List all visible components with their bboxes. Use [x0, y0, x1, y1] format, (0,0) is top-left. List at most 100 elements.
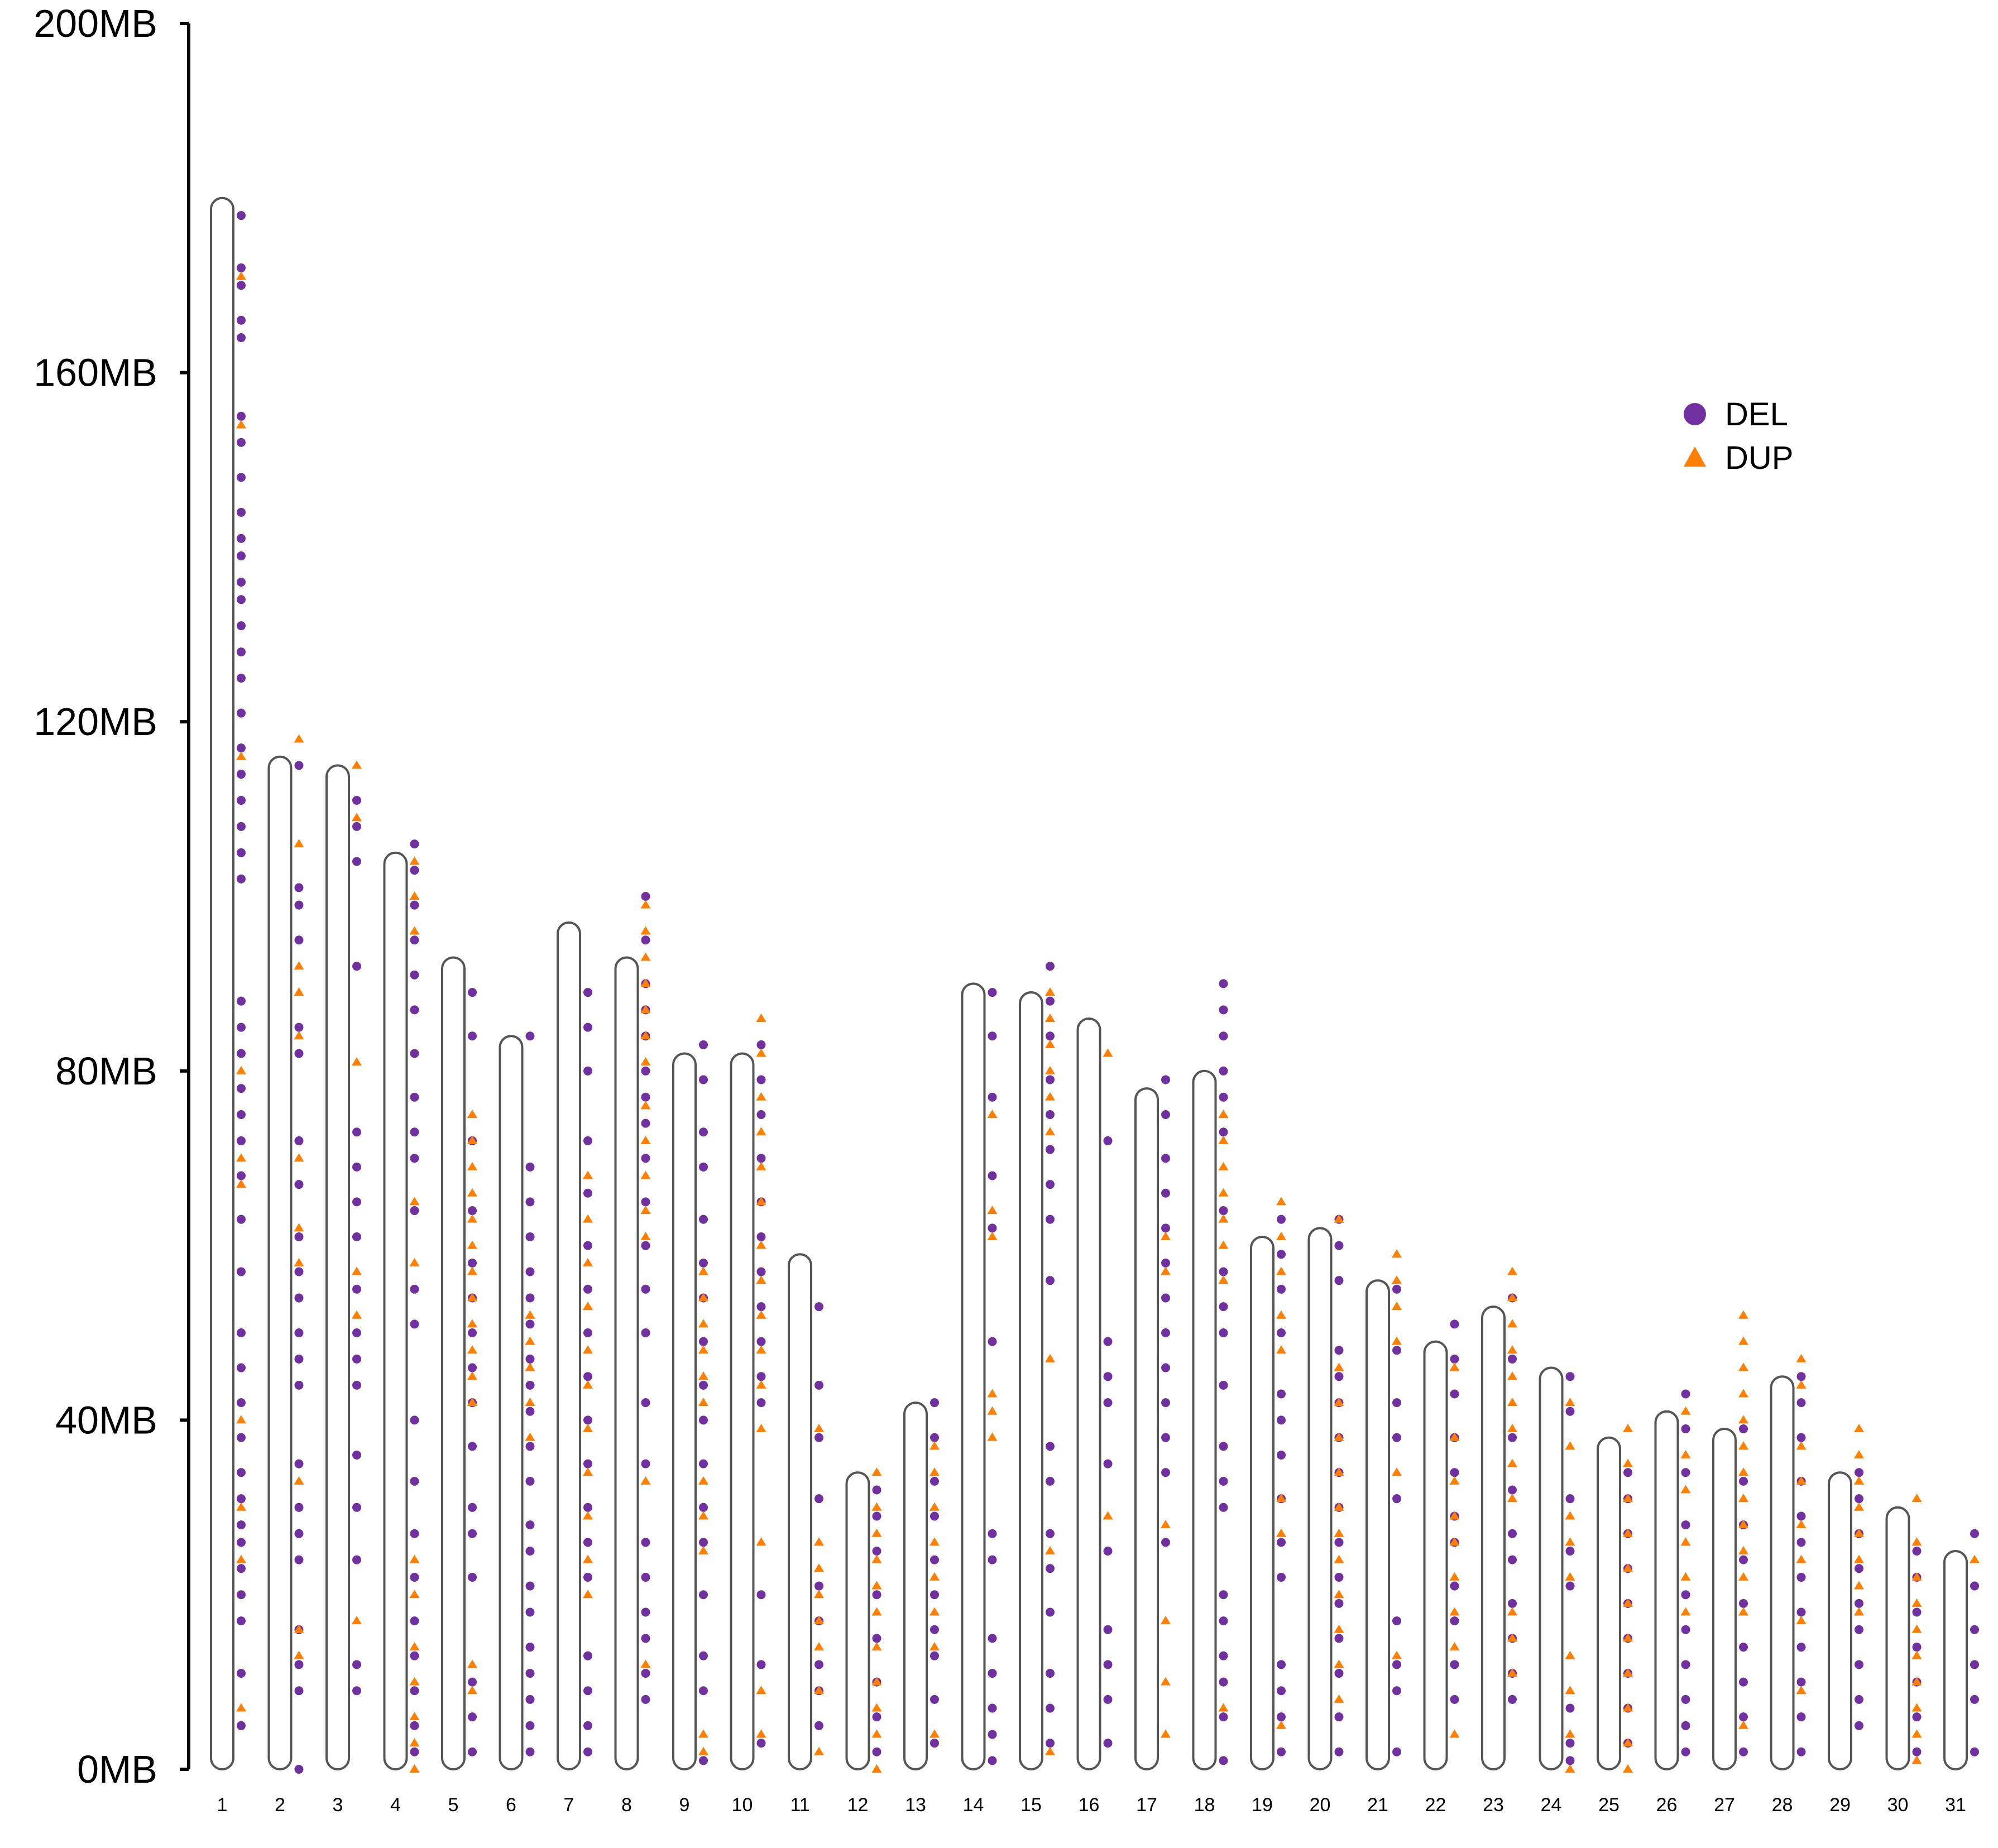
del-point	[468, 1206, 477, 1216]
dup-point	[1738, 1572, 1748, 1581]
dup-point	[1911, 1494, 1922, 1503]
dup-point	[1276, 1197, 1286, 1206]
del-point	[1277, 1538, 1286, 1547]
del-point	[1219, 1677, 1228, 1687]
dup-point	[871, 1703, 882, 1712]
del-point	[237, 263, 246, 272]
del-point	[294, 900, 304, 910]
del-point	[988, 1555, 997, 1564]
del-point	[641, 1634, 650, 1643]
dup-point	[352, 1266, 362, 1275]
dup-point	[1796, 1520, 1807, 1529]
del-point	[641, 935, 650, 945]
del-point	[1681, 1695, 1690, 1704]
del-point	[1681, 1747, 1690, 1756]
del-point	[1046, 1607, 1055, 1617]
dup-point	[1449, 1572, 1460, 1581]
x-tick-label: 26	[1656, 1794, 1678, 1816]
del-point	[1334, 1241, 1344, 1250]
dup-point	[1970, 1554, 1980, 1563]
dup-point	[1738, 1336, 1748, 1345]
dup-point	[756, 1275, 766, 1284]
dup-point	[1911, 1624, 1922, 1633]
del-point	[1046, 1276, 1055, 1285]
del-point	[1334, 1538, 1344, 1547]
del-point	[1796, 1433, 1806, 1442]
del-point	[1334, 1668, 1344, 1678]
del-point	[1277, 1250, 1286, 1259]
dup-point	[756, 1161, 766, 1170]
dup-point	[467, 1110, 477, 1118]
del-point	[352, 1284, 361, 1294]
dup-point	[409, 926, 420, 935]
dup-point	[1218, 1275, 1229, 1284]
x-tick-label: 2	[275, 1794, 285, 1816]
del-point	[237, 315, 246, 325]
del-point	[1739, 1747, 1748, 1756]
dup-point	[1738, 1494, 1748, 1503]
del-point	[699, 1040, 708, 1049]
del-point	[237, 1668, 246, 1678]
del-point	[756, 1075, 766, 1084]
dup-point	[236, 751, 246, 760]
del-point	[1508, 1599, 1517, 1608]
del-point	[352, 1232, 361, 1241]
del-point	[294, 1660, 304, 1669]
del-point	[1046, 1442, 1055, 1451]
dup-point	[1738, 1389, 1748, 1398]
dup-point	[1507, 1293, 1517, 1302]
del-point	[1161, 1468, 1170, 1477]
del-point	[468, 1363, 477, 1372]
del-point	[1970, 1625, 1979, 1634]
del-point	[872, 1590, 881, 1600]
del-point	[756, 1232, 766, 1241]
del-point	[1392, 1686, 1401, 1696]
del-point	[237, 333, 246, 343]
dup-point	[640, 1057, 651, 1066]
del-point	[410, 866, 419, 875]
dup-point	[871, 1607, 882, 1616]
dup-point	[1623, 1703, 1633, 1712]
del-point	[1392, 1433, 1401, 1442]
dup-point	[294, 1476, 304, 1485]
legend-label: DUP	[1725, 440, 1793, 476]
del-point	[294, 761, 304, 770]
del-point	[756, 1372, 766, 1381]
del-point	[410, 1476, 419, 1486]
dup-point	[698, 1266, 708, 1275]
del-point	[468, 988, 477, 997]
del-point	[1103, 1459, 1113, 1468]
del-point	[1161, 1075, 1170, 1084]
del-point	[525, 1319, 535, 1329]
del-point	[699, 1538, 708, 1547]
del-point	[237, 1616, 246, 1626]
del-point	[1219, 979, 1228, 988]
del-point	[1681, 1590, 1690, 1600]
del-point	[641, 1572, 650, 1582]
dup-point	[1045, 1039, 1055, 1048]
dup-point	[1334, 1432, 1344, 1441]
del-point	[294, 1529, 304, 1538]
del-point	[1855, 1564, 1863, 1573]
chromosome-8	[614, 956, 639, 1770]
dup-point	[1449, 1511, 1460, 1520]
del-point	[1912, 1547, 1922, 1556]
del-point	[756, 1660, 766, 1669]
dup-point	[1796, 1616, 1807, 1625]
del-point	[988, 1634, 997, 1643]
del-point	[814, 1581, 823, 1591]
del-point	[699, 1337, 708, 1346]
dup-point	[409, 1590, 420, 1599]
del-point	[1681, 1660, 1690, 1669]
dup-point	[1507, 1633, 1517, 1642]
dup-point	[814, 1537, 824, 1546]
x-tick-label: 28	[1772, 1794, 1793, 1816]
del-point	[1046, 1703, 1055, 1713]
del-point	[1739, 1677, 1748, 1687]
del-point	[641, 1197, 650, 1207]
dup-point	[640, 1476, 651, 1485]
dup-point	[698, 1293, 708, 1302]
dup-point	[1854, 1607, 1864, 1616]
x-tick-label: 6	[506, 1794, 516, 1816]
del-point	[1046, 1031, 1055, 1041]
